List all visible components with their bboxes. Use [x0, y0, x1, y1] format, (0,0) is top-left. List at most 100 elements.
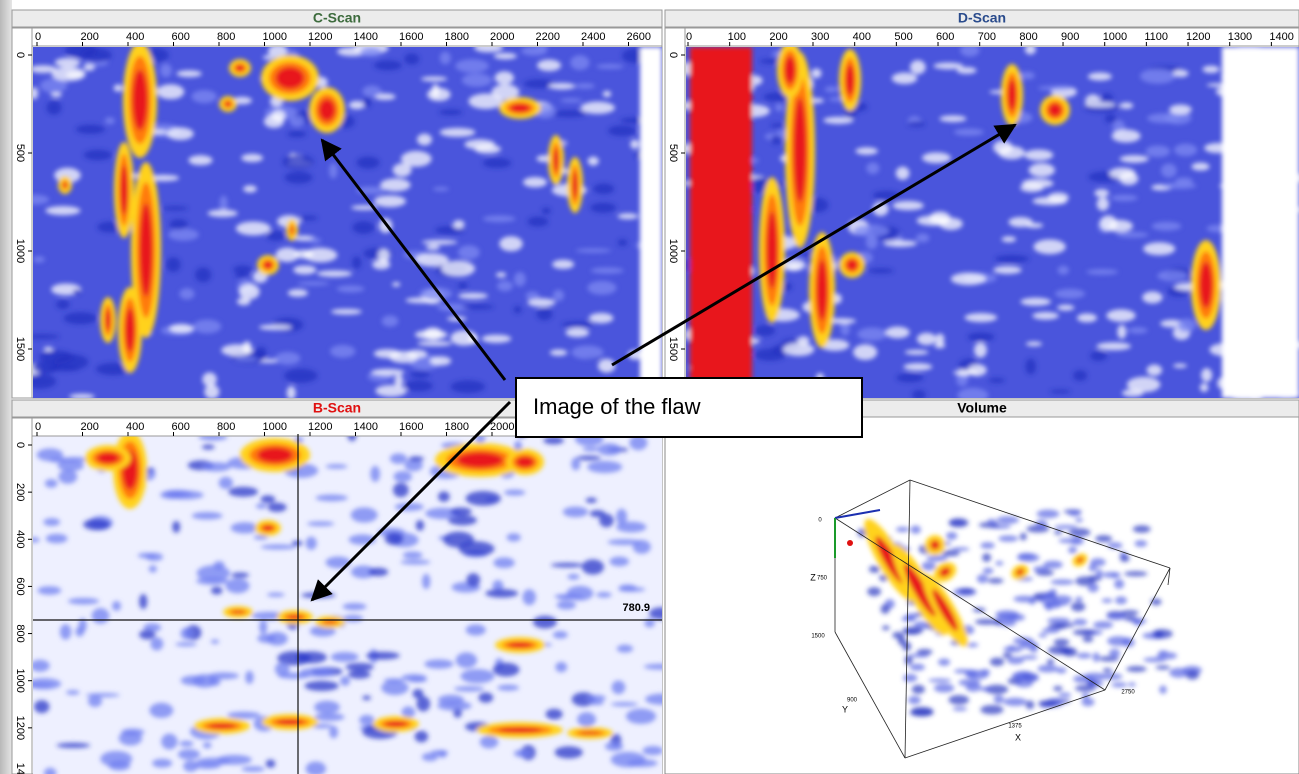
- texture-blob: [380, 178, 411, 192]
- x-ruler: [11, 27, 663, 47]
- texture-blob: [552, 259, 575, 270]
- texture-blob: [304, 680, 339, 691]
- texture-blob: [44, 478, 58, 488]
- texture-blob: [1057, 265, 1069, 275]
- texture-blob: [381, 315, 399, 327]
- x-tick-label: 500: [894, 31, 912, 43]
- texture-blob: [448, 514, 477, 526]
- texture-blob: [1002, 652, 1012, 659]
- texture-blob: [426, 244, 440, 251]
- texture-blob: [180, 675, 206, 686]
- texture-blob: [438, 109, 463, 116]
- texture-blob: [577, 712, 597, 727]
- x-tick-label: 1000: [263, 421, 287, 433]
- white-edge: [1222, 47, 1299, 398]
- texture-blob: [916, 332, 937, 346]
- texture-blob: [1119, 155, 1149, 163]
- texture-blob: [194, 267, 212, 283]
- texture-blob: [775, 103, 784, 112]
- volume-edge: [834, 631, 906, 759]
- y-ruler: [11, 27, 33, 399]
- texture-blob: [315, 494, 348, 502]
- texture-blob: [1036, 509, 1060, 519]
- texture-blob: [329, 344, 356, 358]
- texture-blob: [867, 586, 882, 597]
- texture-blob: [267, 502, 287, 512]
- hot-spot: [1048, 103, 1062, 117]
- texture-blob: [1092, 621, 1114, 629]
- texture-blob: [238, 283, 260, 300]
- texture-blob: [587, 156, 599, 166]
- texture-blob: [948, 518, 969, 528]
- x-tick-label: 600: [172, 31, 190, 43]
- texture-blob: [909, 663, 925, 671]
- hot-spot: [846, 259, 858, 271]
- hot-spot: [224, 101, 232, 107]
- texture-blob: [67, 597, 100, 605]
- texture-blob: [336, 285, 365, 293]
- texture-blob: [616, 508, 628, 525]
- texture-blob: [1050, 579, 1075, 585]
- hot-spot: [231, 610, 245, 614]
- texture-blob: [1019, 71, 1035, 80]
- x-tick-label: 600: [172, 421, 190, 433]
- texture-blob: [392, 163, 412, 177]
- texture-blob: [439, 127, 476, 137]
- texture-blob: [1086, 681, 1099, 686]
- texture-blob: [901, 615, 917, 622]
- texture-blob: [910, 525, 921, 534]
- texture-blob: [527, 216, 549, 227]
- texture-blob: [897, 635, 906, 646]
- texture-blob: [974, 618, 999, 625]
- texture-blob: [561, 321, 594, 328]
- texture-blob: [350, 507, 378, 523]
- texture-blob: [465, 624, 486, 636]
- panel-frame: [664, 399, 1299, 774]
- hot-spot: [235, 64, 245, 72]
- texture-blob: [1074, 684, 1096, 692]
- texture-blob: [478, 692, 494, 703]
- texture-blob: [1169, 667, 1189, 678]
- texture-blob: [83, 64, 95, 71]
- texture-blob: [143, 623, 162, 633]
- texture-blob: [1174, 143, 1198, 157]
- hot-spot: [276, 719, 304, 725]
- y-ruler: [11, 417, 33, 774]
- y-tick-label: 1500: [667, 337, 679, 361]
- y-tick-label: 500: [14, 144, 26, 162]
- texture-blob: [260, 495, 276, 504]
- texture-blob: [1046, 658, 1055, 665]
- hot-spot: [1007, 79, 1017, 111]
- texture-blob: [1087, 582, 1099, 593]
- texture-blob: [420, 76, 448, 82]
- texture-blob: [303, 247, 338, 263]
- texture-blob: [522, 589, 536, 606]
- texture-blob: [429, 356, 452, 366]
- texture-blob: [771, 134, 782, 145]
- texture-blob: [33, 678, 62, 690]
- texture-blob: [1068, 528, 1091, 537]
- texture-blob: [33, 537, 40, 543]
- y-tick-label: 600: [14, 577, 26, 595]
- texture-blob: [976, 574, 989, 584]
- texture-blob: [1053, 622, 1075, 628]
- scan-panel: Volume Z Y X 0 750 1500 2750 1375 900: [664, 399, 1299, 774]
- texture-blob: [311, 723, 333, 729]
- texture-blob: [1038, 633, 1048, 638]
- texture-blob: [113, 84, 123, 92]
- texture-blob: [1068, 546, 1078, 554]
- texture-blob: [466, 573, 481, 587]
- texture-blob: [33, 256, 45, 263]
- texture-blob: [274, 351, 301, 365]
- texture-blob: [571, 457, 581, 471]
- texture-blob: [325, 556, 351, 569]
- texture-blob: [461, 73, 492, 87]
- axis-arrow: [834, 509, 881, 519]
- x-tick-label: 1000: [263, 31, 287, 43]
- texture-blob: [58, 469, 78, 484]
- texture-blob: [1058, 538, 1081, 544]
- texture-blob: [259, 620, 268, 635]
- texture-blob: [1111, 573, 1118, 578]
- texture-blob: [204, 384, 220, 398]
- texture-blob: [307, 521, 335, 527]
